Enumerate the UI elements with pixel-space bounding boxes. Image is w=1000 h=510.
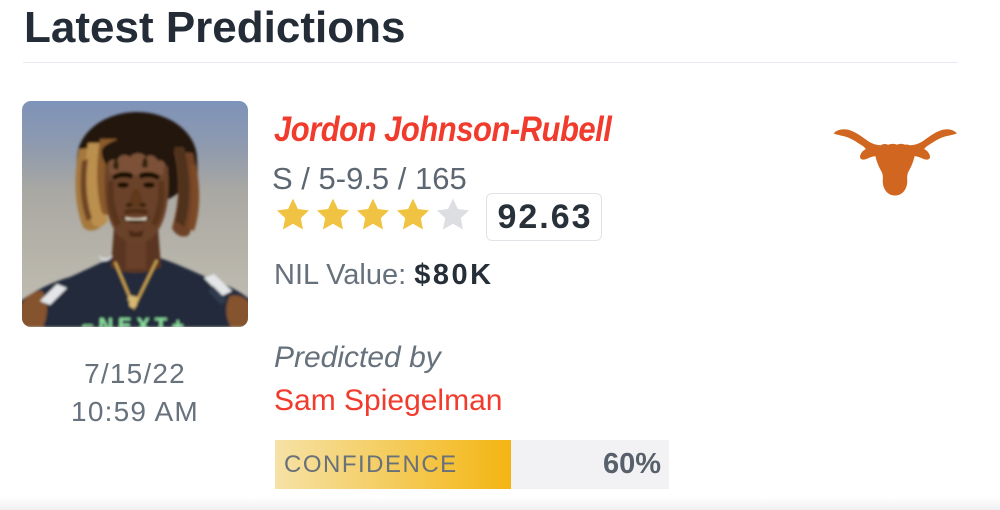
svg-text:⌐NEXT+: ⌐NEXT+	[82, 315, 189, 327]
